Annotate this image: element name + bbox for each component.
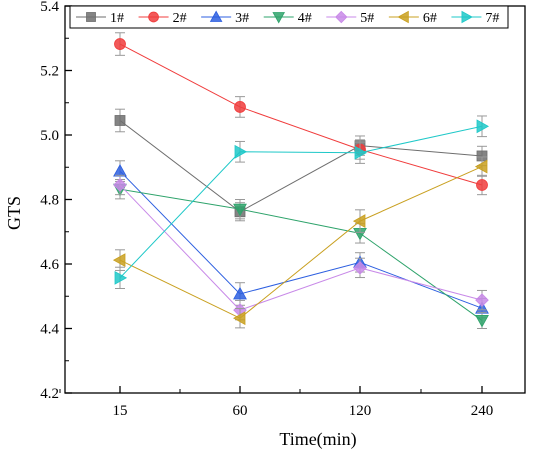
marker-triangle-left bbox=[232, 311, 246, 326]
marker-diamond bbox=[335, 10, 348, 24]
marker-triangle-right bbox=[461, 10, 473, 24]
marker-triangle-right bbox=[354, 145, 368, 160]
y-tick-label: 5.4 bbox=[40, 0, 59, 15]
marker-triangle-down bbox=[272, 12, 286, 24]
y-tick-label: 5.2 bbox=[40, 64, 59, 80]
marker-triangle-down bbox=[233, 203, 247, 217]
marker-triangle-left bbox=[397, 10, 409, 24]
marker-square bbox=[86, 12, 96, 22]
series-5 bbox=[113, 174, 489, 321]
series-line bbox=[119, 166, 483, 319]
legend-label: 5# bbox=[360, 11, 374, 26]
marker-circle bbox=[148, 11, 159, 23]
x-axis-title: Time(min) bbox=[279, 429, 356, 450]
marker-circle bbox=[234, 101, 246, 113]
legend-label: 1# bbox=[110, 11, 124, 26]
marker-square bbox=[114, 115, 126, 126]
legend-label: 4# bbox=[298, 11, 312, 26]
x-tick-label: 60 bbox=[233, 403, 248, 419]
y-axis: 4.2 4.4 4.6 4.8 5.0 5.2 5.4 bbox=[40, 0, 72, 402]
y-tick-label: 4.2 bbox=[40, 386, 59, 402]
legend-entry: 2# bbox=[138, 11, 187, 26]
marker-triangle-right bbox=[476, 119, 490, 134]
marker-triangle-left bbox=[352, 214, 366, 229]
y-axis-title: GTS bbox=[4, 196, 24, 230]
legend-entry: 3# bbox=[201, 10, 249, 26]
marker-triangle-down bbox=[475, 315, 489, 328]
series-3 bbox=[113, 160, 489, 319]
series-line bbox=[119, 120, 483, 213]
marker-triangle-left bbox=[474, 159, 488, 174]
series-line bbox=[119, 170, 483, 309]
marker-circle bbox=[114, 38, 126, 50]
y-tick-label: 4.6 bbox=[40, 257, 59, 273]
legend-entry: 6# bbox=[388, 10, 437, 26]
legend-entry: 1# bbox=[76, 11, 124, 26]
marker-triangle-up bbox=[113, 164, 127, 177]
series-layer bbox=[112, 32, 490, 329]
marker-triangle-right bbox=[114, 270, 128, 285]
series-line bbox=[119, 125, 483, 279]
marker-diamond bbox=[475, 293, 489, 307]
series-line bbox=[119, 188, 483, 321]
legend-entry: 5# bbox=[326, 10, 374, 26]
marker-circle bbox=[476, 179, 488, 191]
series-line bbox=[119, 184, 483, 311]
legend: 1# 2# 3# 4# 5# 6# 7# bbox=[69, 5, 509, 29]
series-1 bbox=[114, 108, 488, 222]
legend-entry: 4# bbox=[263, 11, 312, 26]
series-7 bbox=[114, 115, 490, 290]
y-tick-label: 5.0 bbox=[40, 128, 59, 144]
legend-label: 3# bbox=[235, 11, 249, 26]
marker-diamond bbox=[353, 261, 367, 275]
x-tick-label: 120 bbox=[349, 403, 372, 419]
series-line bbox=[119, 43, 483, 186]
marker-triangle-up bbox=[233, 286, 247, 300]
marker-triangle-left bbox=[112, 253, 126, 268]
series-4 bbox=[113, 179, 489, 329]
series-6 bbox=[112, 156, 488, 329]
x-tick-label: 240 bbox=[471, 403, 494, 419]
marker-triangle-right bbox=[234, 144, 248, 159]
x-axis: 15 60 120 240 bbox=[59, 386, 494, 419]
legend-label: 2# bbox=[173, 11, 187, 26]
legend-label: 7# bbox=[485, 11, 499, 26]
y-tick-label: 4.4 bbox=[40, 322, 59, 338]
marker-triangle-up bbox=[209, 10, 223, 22]
legend-label: 6# bbox=[423, 11, 437, 26]
series-2 bbox=[114, 32, 488, 196]
legend-entry: 7# bbox=[451, 10, 499, 26]
y-tick-label: 4.8 bbox=[40, 193, 59, 209]
x-tick-label: 15 bbox=[113, 403, 128, 419]
marker-diamond bbox=[113, 178, 127, 192]
